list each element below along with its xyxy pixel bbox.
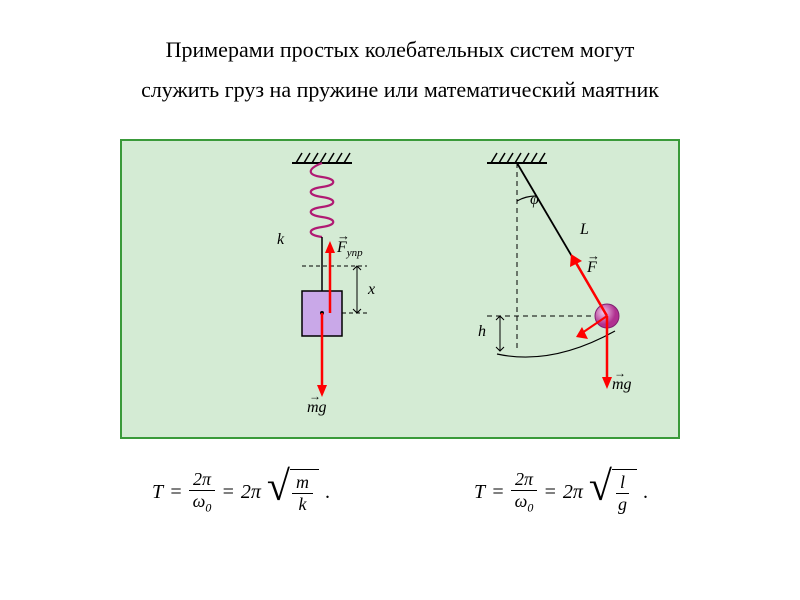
diagram-container: k Fупр x →mg bbox=[120, 139, 680, 439]
spring-mass-diagram: k Fупр x →mg bbox=[252, 151, 402, 436]
label-F-upr: Fупр bbox=[337, 239, 363, 259]
frac-2pi-omega-pend: 2π ω0 bbox=[511, 469, 538, 516]
eq2: = bbox=[221, 481, 235, 504]
T-sym-p: T bbox=[474, 481, 485, 504]
eq2-p: = bbox=[543, 481, 557, 504]
label-mg-pend: →mg bbox=[612, 376, 632, 394]
formulas-row: T = 2π ω0 = 2π √ m k . T = 2π ω0 = 2π bbox=[0, 469, 800, 516]
label-k: k bbox=[277, 231, 284, 249]
label-F-pend: F bbox=[587, 259, 597, 277]
eq1-p: = bbox=[491, 481, 505, 504]
formula-pendulum: T = 2π ω0 = 2π √ l g . bbox=[474, 469, 648, 516]
label-mg-spring: →mg bbox=[307, 399, 327, 417]
title-block: Примерами простых колебательных систем м… bbox=[0, 0, 800, 129]
label-x: x bbox=[368, 281, 375, 299]
label-h: h bbox=[478, 323, 486, 341]
pendulum-svg bbox=[452, 151, 672, 431]
pendulum-diagram: φ L h F →mg bbox=[452, 151, 672, 436]
T-sym: T bbox=[152, 481, 163, 504]
sqrt-m-k: √ m k bbox=[267, 469, 319, 515]
title-line-2: служить груз на пружине или математическ… bbox=[60, 70, 740, 110]
spring-svg bbox=[252, 151, 402, 431]
label-phi: φ bbox=[530, 191, 539, 209]
formula-spring: T = 2π ω0 = 2π √ m k . bbox=[152, 469, 330, 516]
label-L: L bbox=[580, 221, 589, 239]
frac-2pi-omega-spring: 2π ω0 bbox=[189, 469, 216, 516]
sqrt-l-g: √ l g bbox=[589, 469, 637, 515]
eq1: = bbox=[169, 481, 183, 504]
title-line-1: Примерами простых колебательных систем м… bbox=[60, 30, 740, 70]
